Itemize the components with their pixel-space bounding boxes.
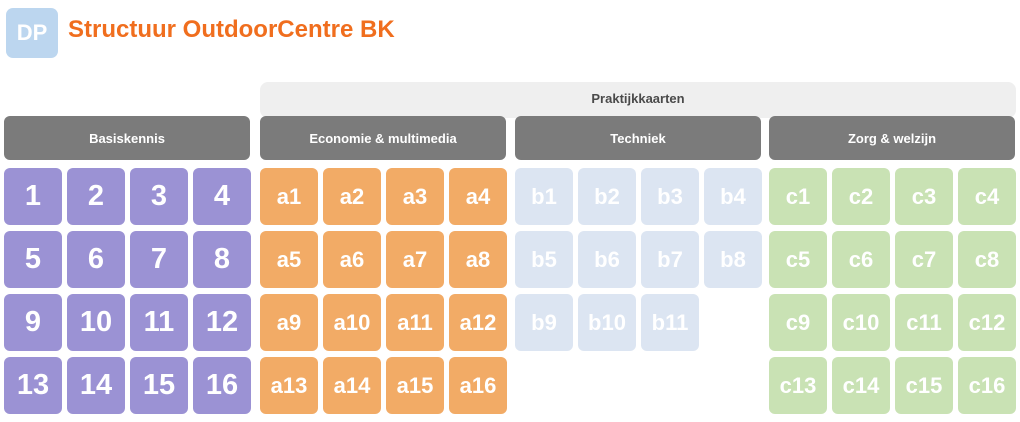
- tile-basiskennis-16[interactable]: 16: [193, 357, 251, 414]
- tile-basiskennis-15[interactable]: 15: [130, 357, 188, 414]
- tile-zorg-5[interactable]: c5: [769, 231, 827, 288]
- tile-techniek-10[interactable]: b10: [578, 294, 636, 351]
- tile-zorg-10[interactable]: c10: [832, 294, 890, 351]
- tile-techniek-9[interactable]: b9: [515, 294, 573, 351]
- tile-techniek-5[interactable]: b5: [515, 231, 573, 288]
- tile-zorg-2[interactable]: c2: [832, 168, 890, 225]
- tile-zorg-6[interactable]: c6: [832, 231, 890, 288]
- tile-basiskennis-7[interactable]: 7: [130, 231, 188, 288]
- tile-economie-6[interactable]: a6: [323, 231, 381, 288]
- tile-zorg-7[interactable]: c7: [895, 231, 953, 288]
- tile-techniek-1[interactable]: b1: [515, 168, 573, 225]
- tile-basiskennis-13[interactable]: 13: [4, 357, 62, 414]
- tile-zorg-12[interactable]: c12: [958, 294, 1016, 351]
- tile-economie-12[interactable]: a12: [449, 294, 507, 351]
- tile-basiskennis-5[interactable]: 5: [4, 231, 62, 288]
- tile-basiskennis-1[interactable]: 1: [4, 168, 62, 225]
- tile-economie-14[interactable]: a14: [323, 357, 381, 414]
- category-header-techniek: Techniek: [515, 116, 761, 160]
- tile-economie-13[interactable]: a13: [260, 357, 318, 414]
- tile-basiskennis-12[interactable]: 12: [193, 294, 251, 351]
- tile-basiskennis-2[interactable]: 2: [67, 168, 125, 225]
- tile-zorg-4[interactable]: c4: [958, 168, 1016, 225]
- tile-economie-9[interactable]: a9: [260, 294, 318, 351]
- tile-economie-4[interactable]: a4: [449, 168, 507, 225]
- tile-economie-8[interactable]: a8: [449, 231, 507, 288]
- tile-zorg-8[interactable]: c8: [958, 231, 1016, 288]
- tile-techniek-4[interactable]: b4: [704, 168, 762, 225]
- tile-economie-1[interactable]: a1: [260, 168, 318, 225]
- tile-techniek-8[interactable]: b8: [704, 231, 762, 288]
- tile-economie-5[interactable]: a5: [260, 231, 318, 288]
- tile-basiskennis-9[interactable]: 9: [4, 294, 62, 351]
- tile-zorg-13[interactable]: c13: [769, 357, 827, 414]
- tile-techniek-6[interactable]: b6: [578, 231, 636, 288]
- tile-basiskennis-11[interactable]: 11: [130, 294, 188, 351]
- category-header-zorg: Zorg & welzijn: [769, 116, 1015, 160]
- tile-economie-3[interactable]: a3: [386, 168, 444, 225]
- tile-zorg-11[interactable]: c11: [895, 294, 953, 351]
- tile-basiskennis-6[interactable]: 6: [67, 231, 125, 288]
- tile-economie-7[interactable]: a7: [386, 231, 444, 288]
- tile-techniek-11[interactable]: b11: [641, 294, 699, 351]
- logo: DP: [6, 8, 58, 58]
- category-header-basiskennis: Basiskennis: [4, 116, 250, 160]
- tile-zorg-9[interactable]: c9: [769, 294, 827, 351]
- tile-zorg-16[interactable]: c16: [958, 357, 1016, 414]
- tile-economie-16[interactable]: a16: [449, 357, 507, 414]
- tile-basiskennis-14[interactable]: 14: [67, 357, 125, 414]
- tile-zorg-1[interactable]: c1: [769, 168, 827, 225]
- tile-economie-15[interactable]: a15: [386, 357, 444, 414]
- tile-basiskennis-3[interactable]: 3: [130, 168, 188, 225]
- tile-economie-2[interactable]: a2: [323, 168, 381, 225]
- tile-basiskennis-8[interactable]: 8: [193, 231, 251, 288]
- tile-techniek-3[interactable]: b3: [641, 168, 699, 225]
- tile-zorg-3[interactable]: c3: [895, 168, 953, 225]
- page-title: Structuur OutdoorCentre BK: [68, 16, 395, 43]
- tile-zorg-15[interactable]: c15: [895, 357, 953, 414]
- tile-techniek-7[interactable]: b7: [641, 231, 699, 288]
- tile-economie-11[interactable]: a11: [386, 294, 444, 351]
- tile-economie-10[interactable]: a10: [323, 294, 381, 351]
- tile-basiskennis-4[interactable]: 4: [193, 168, 251, 225]
- tile-techniek-2[interactable]: b2: [578, 168, 636, 225]
- category-header-economie: Economie & multimedia: [260, 116, 506, 160]
- tile-basiskennis-10[interactable]: 10: [67, 294, 125, 351]
- praktijkkaarten-header: Praktijkkaarten: [260, 82, 1016, 118]
- tile-zorg-14[interactable]: c14: [832, 357, 890, 414]
